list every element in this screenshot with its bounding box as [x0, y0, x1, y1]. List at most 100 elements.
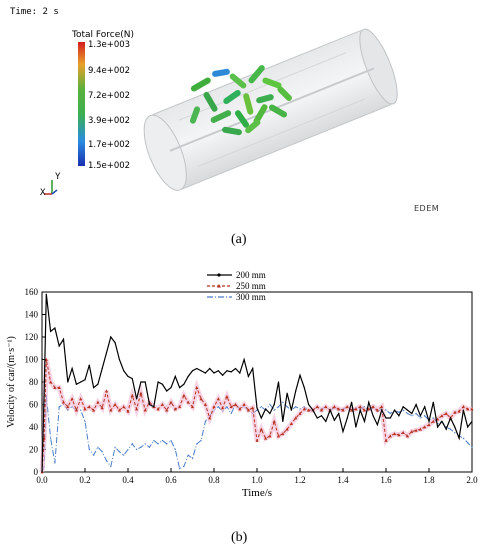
data-point — [230, 371, 232, 373]
data-point — [432, 401, 434, 403]
data-point — [444, 411, 448, 415]
data-point — [346, 417, 348, 419]
data-point — [411, 415, 413, 417]
axis-x-label: X — [40, 188, 46, 198]
data-point — [424, 406, 426, 408]
data-point — [187, 375, 189, 377]
data-point — [50, 330, 52, 332]
data-point — [239, 372, 241, 374]
data-point — [466, 407, 470, 411]
data-point — [255, 438, 259, 442]
legend-label: 300 mm — [236, 292, 266, 302]
data-point — [355, 426, 357, 428]
data-point — [183, 383, 185, 385]
data-point — [316, 417, 318, 419]
data-point — [110, 465, 112, 467]
y-tick-label: 0 — [34, 467, 39, 477]
data-point — [458, 437, 460, 439]
data-point — [127, 448, 129, 451]
data-point — [414, 428, 418, 432]
data-point — [226, 370, 228, 372]
data-point — [62, 338, 65, 340]
y-tick-label: 140 — [25, 310, 39, 320]
x-tick-label: 0.8 — [208, 475, 220, 485]
colorbar-tick: 1.3e+003 — [88, 40, 131, 50]
data-point — [148, 446, 151, 448]
data-point — [179, 387, 181, 389]
legend-marker — [217, 284, 221, 288]
data-point — [397, 433, 401, 437]
data-point — [315, 405, 319, 409]
data-point — [449, 417, 452, 419]
data-point — [359, 409, 361, 411]
data-point — [338, 412, 340, 415]
data-point — [440, 414, 444, 418]
data-point — [144, 381, 146, 383]
data-point — [299, 408, 301, 410]
data-point — [385, 417, 387, 419]
legend-marker — [217, 273, 221, 277]
data-point — [226, 406, 228, 408]
data-point — [423, 425, 427, 429]
data-point — [191, 370, 194, 372]
data-point — [157, 443, 159, 445]
y-tick-label: 120 — [25, 332, 39, 342]
data-point — [170, 387, 172, 389]
data-point — [428, 420, 430, 422]
series-halo — [39, 359, 472, 473]
data-point — [385, 409, 387, 411]
data-point — [212, 405, 216, 409]
data-point — [320, 415, 323, 417]
edem-logo: EDEM — [414, 204, 440, 213]
data-point — [80, 409, 82, 411]
data-point — [97, 383, 99, 385]
data-point — [190, 405, 195, 409]
data-point — [252, 367, 254, 370]
data-point — [114, 342, 116, 344]
data-point — [75, 383, 77, 385]
data-point — [410, 429, 414, 433]
data-point — [127, 375, 129, 377]
data-point — [289, 422, 293, 426]
data-point — [282, 401, 284, 403]
y-tick-label: 100 — [25, 355, 39, 365]
data-point — [277, 381, 280, 383]
data-point — [131, 378, 133, 380]
data-point — [199, 397, 203, 401]
colorbar-tick: 1.7e+002 — [88, 140, 131, 150]
data-point — [294, 416, 298, 420]
data-point — [312, 409, 314, 411]
data-point — [295, 390, 297, 392]
data-point — [136, 448, 138, 451]
x-tick-label: 0.4 — [122, 475, 134, 485]
velocity-chart: 0 20 40 60 80 100 120 140 160 0.0 0.2 0.4 0.6 0.8 1.0 1… — [6, 270, 478, 499]
x-tick-label: 0.0 — [36, 475, 48, 485]
data-point — [333, 419, 335, 421]
data-point — [83, 407, 87, 411]
data-point — [217, 370, 219, 372]
cylinder-body — [143, 28, 398, 191]
data-point — [256, 407, 258, 409]
data-point — [53, 386, 57, 390]
data-point — [449, 428, 452, 430]
data-point — [268, 434, 272, 438]
data-point — [272, 419, 276, 423]
plot-frame — [41, 291, 473, 473]
data-point — [406, 409, 409, 411]
data-point — [325, 420, 327, 422]
series-line — [41, 359, 472, 473]
force-colorbar — [78, 42, 85, 166]
data-point — [123, 370, 125, 372]
data-point — [405, 434, 410, 438]
data-point — [454, 426, 456, 428]
data-point — [216, 397, 220, 401]
data-point — [354, 407, 358, 411]
y-tick-label: 60 — [29, 400, 39, 410]
data-point — [461, 405, 465, 409]
data-point — [376, 424, 378, 426]
y-tick-label: 40 — [29, 422, 39, 432]
data-point — [153, 406, 155, 408]
data-point — [93, 387, 95, 389]
data-point — [200, 370, 202, 372]
